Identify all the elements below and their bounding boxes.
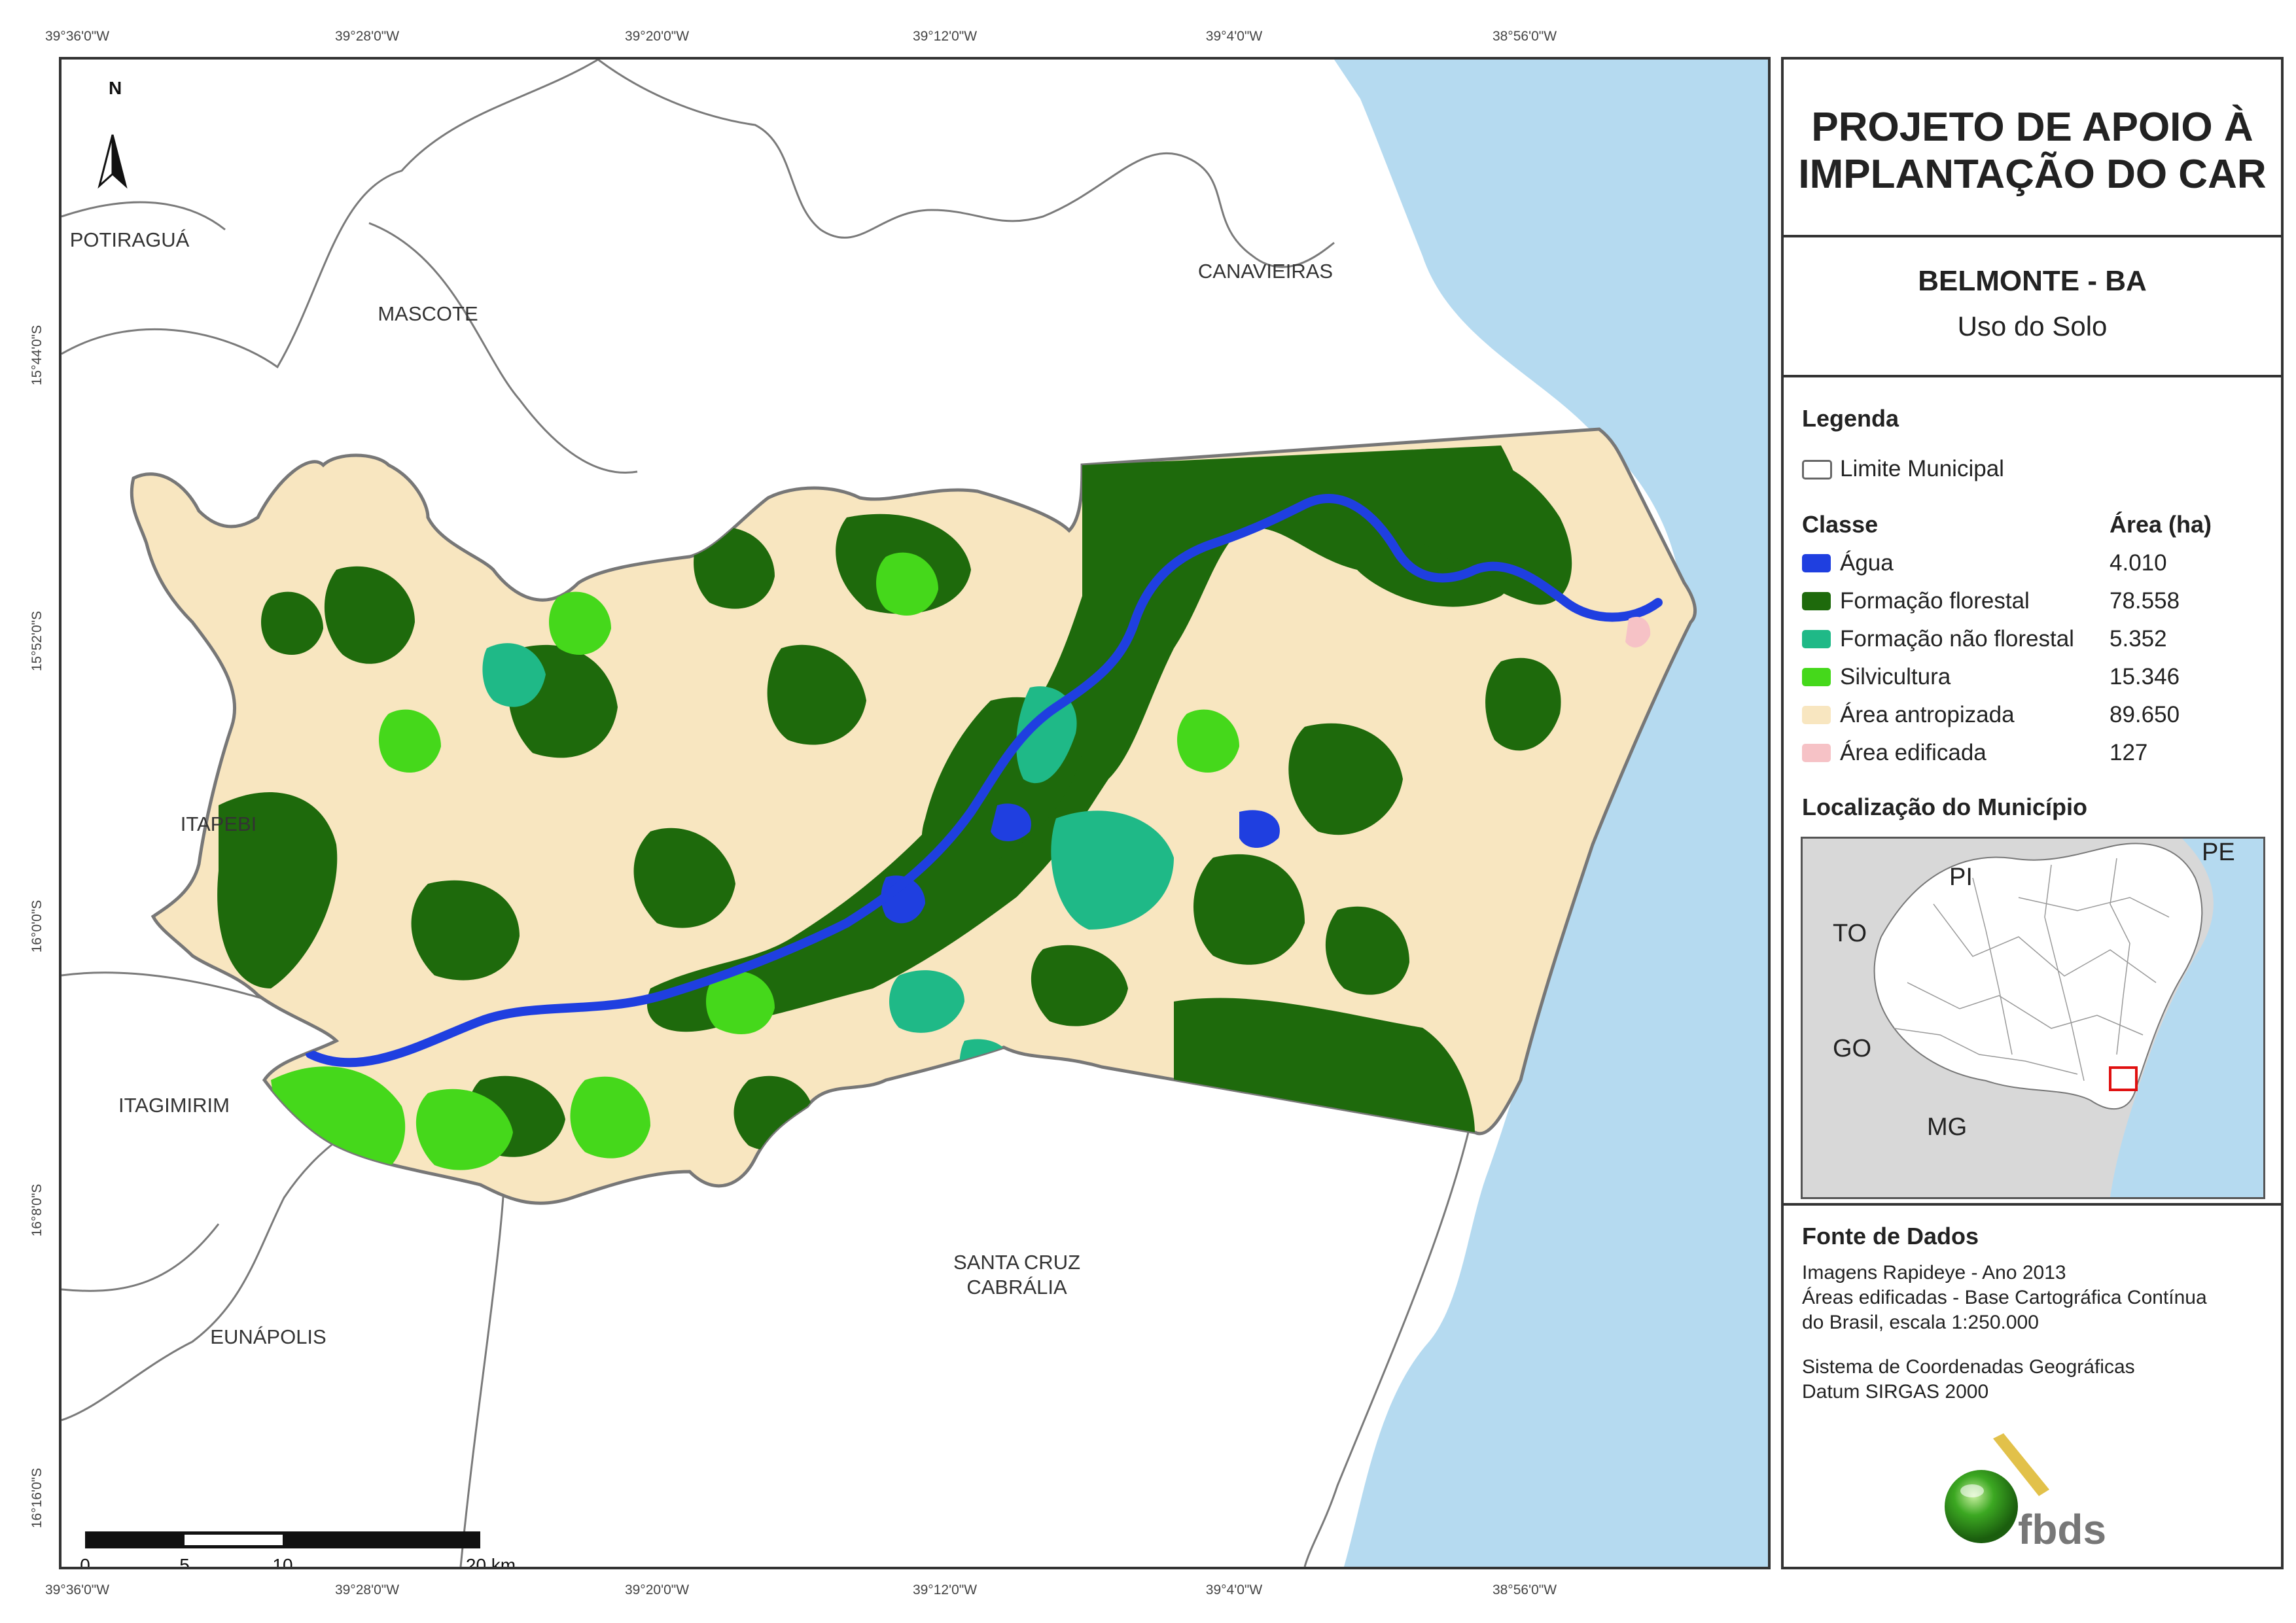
legend-heading: Legenda bbox=[1802, 405, 1899, 432]
coord-label-top: 39°4'0"W bbox=[1205, 29, 1263, 44]
legend-area: 127 bbox=[2110, 740, 2148, 765]
legend-label: Silvicultura bbox=[1840, 664, 1951, 689]
place-label: ITAPEBI bbox=[180, 812, 257, 835]
silviculture-patches bbox=[271, 552, 1239, 1185]
source-heading: Fonte de Dados bbox=[1802, 1223, 1979, 1249]
source-line: Datum SIRGAS 2000 bbox=[1802, 1381, 1989, 1403]
logo-text: fbds bbox=[2018, 1506, 2107, 1553]
legend-item: Água 4.010 bbox=[1802, 550, 2260, 579]
municipality-section: BELMONTE - BA Uso do Solo bbox=[1784, 237, 2281, 377]
place-label: CABRÁLIA bbox=[966, 1276, 1067, 1299]
location-inset: PI PE TO GO MG bbox=[1801, 837, 2265, 1199]
title-section: PROJETO DE APOIO À IMPLANTAÇÃO DO CAR bbox=[1784, 60, 2281, 237]
river bbox=[306, 493, 1663, 1068]
legend-swatch bbox=[1802, 668, 1831, 686]
boundary-swatch bbox=[1802, 460, 1832, 480]
legend-label: Formação não florestal bbox=[1840, 626, 2074, 652]
coord-label-left: 16°0'0"S bbox=[29, 899, 44, 953]
inset-map bbox=[1873, 839, 2263, 1197]
legend-item: Silvicultura 15.346 bbox=[1802, 664, 2260, 693]
coord-label-top: 39°28'0"W bbox=[334, 29, 400, 44]
legend-label: Formação florestal bbox=[1840, 588, 2030, 614]
coord-label-top: 39°12'0"W bbox=[912, 29, 978, 44]
place-label: ITAGIMIRIM bbox=[118, 1094, 230, 1117]
inset-label: PI bbox=[1949, 864, 1973, 891]
source-line: Áreas edificadas - Base Cartográfica Con… bbox=[1802, 1287, 2207, 1308]
ocean bbox=[1334, 60, 1768, 1567]
scale-bar bbox=[85, 1531, 480, 1548]
source-line: Imagens Rapideye - Ano 2013 bbox=[1802, 1262, 2066, 1283]
inset-label: MG bbox=[1927, 1113, 1968, 1141]
legend-item: Área antropizada 89.650 bbox=[1802, 702, 2260, 731]
legend-swatch bbox=[1802, 744, 1831, 762]
scale-label: 20 km bbox=[465, 1555, 516, 1569]
coord-label-bottom: 39°28'0"W bbox=[334, 1582, 400, 1597]
legend-boundary: Limite Municipal bbox=[1802, 456, 2260, 485]
scale-label: 5 bbox=[179, 1555, 190, 1569]
municipality-name: BELMONTE - BA bbox=[1918, 265, 2147, 297]
area-heading: Área (ha) bbox=[2110, 511, 2212, 538]
coord-label-bottom: 39°36'0"W bbox=[44, 1582, 110, 1597]
place-label: POTIRAGUÁ bbox=[69, 228, 190, 251]
coord-label-left: 16°8'0"S bbox=[29, 1183, 44, 1237]
project-title-line2: IMPLANTAÇÃO DO CAR bbox=[1798, 152, 2267, 197]
legend-area: 78.558 bbox=[2110, 588, 2180, 614]
inset-label: PE bbox=[2202, 839, 2235, 866]
urban-area bbox=[1625, 616, 1651, 648]
non-forest-patches bbox=[482, 643, 1174, 1094]
legend-label: Área antropizada bbox=[1840, 702, 2015, 727]
location-heading: Localização do Município bbox=[1802, 794, 2088, 820]
inset-label: TO bbox=[1833, 920, 1867, 947]
project-title: PROJETO DE APOIO À IMPLANTAÇÃO DO CAR bbox=[1784, 104, 2281, 198]
map-theme: Uso do Solo bbox=[1957, 311, 2108, 341]
legend-item: Área edificada 127 bbox=[1802, 740, 2260, 769]
scale-label: 0 bbox=[80, 1555, 90, 1569]
place-label: MASCOTE bbox=[378, 302, 478, 325]
coord-label-top: 38°56'0"W bbox=[1492, 29, 1557, 44]
coord-label-left: 15°44'0"S bbox=[29, 324, 44, 386]
north-arrow-icon bbox=[97, 134, 128, 189]
source-line: Sistema de Coordenadas Geográficas bbox=[1802, 1356, 2135, 1378]
coord-label-bottom: 39°4'0"W bbox=[1205, 1582, 1263, 1597]
legend-swatch bbox=[1802, 630, 1831, 648]
source-line: do Brasil, escala 1:250.000 bbox=[1802, 1312, 2039, 1333]
inset-label: GO bbox=[1833, 1035, 1872, 1062]
fbds-logo-icon bbox=[1945, 1433, 2049, 1543]
coord-label-left: 16°16'0"S bbox=[29, 1467, 44, 1529]
legend-label: Limite Municipal bbox=[1840, 456, 2004, 481]
north-arrow-label: N bbox=[109, 78, 122, 98]
coord-label-top: 39°36'0"W bbox=[44, 29, 110, 44]
fbds-logo: fbds bbox=[1941, 1433, 2137, 1553]
place-label: CANAVIEIRAS bbox=[1197, 260, 1333, 283]
coord-label-bottom: 38°56'0"W bbox=[1492, 1582, 1557, 1597]
map-frame: N POTIRAGUÁ MASCOTE CANAVIEIRAS ITAPEBI … bbox=[59, 57, 1771, 1569]
coord-label-top: 39°20'0"W bbox=[624, 29, 690, 44]
legend-swatch bbox=[1802, 706, 1831, 724]
legend-area: 15.346 bbox=[2110, 664, 2180, 689]
land-use-classes bbox=[217, 445, 1663, 1185]
coord-label-left: 15°52'0"S bbox=[29, 610, 44, 672]
place-label: EUNÁPOLIS bbox=[210, 1325, 327, 1348]
map-canvas bbox=[62, 60, 1768, 1567]
place-label: SANTA CRUZ bbox=[953, 1251, 1081, 1274]
scale-label: 10 bbox=[272, 1555, 293, 1569]
legend-area: 4.010 bbox=[2110, 550, 2167, 576]
source-divider bbox=[1784, 1203, 2281, 1206]
legend-label: Água bbox=[1840, 550, 1894, 576]
coord-label-bottom: 39°12'0"W bbox=[912, 1582, 978, 1597]
legend-label: Área edificada bbox=[1840, 740, 1987, 765]
legend-area: 5.352 bbox=[2110, 626, 2167, 652]
class-heading: Classe bbox=[1802, 511, 1879, 538]
legend-swatch bbox=[1802, 592, 1831, 610]
coord-label-bottom: 39°20'0"W bbox=[624, 1582, 690, 1597]
legend-area: 89.650 bbox=[2110, 702, 2180, 727]
municipality-belmonte bbox=[130, 427, 1697, 1205]
legend-item: Formação florestal 78.558 bbox=[1802, 588, 2260, 617]
legend-item: Formação não florestal 5.352 bbox=[1802, 626, 2260, 655]
info-panel: PROJETO DE APOIO À IMPLANTAÇÃO DO CAR BE… bbox=[1781, 57, 2284, 1569]
legend-swatch bbox=[1802, 554, 1831, 572]
project-title-line1: PROJETO DE APOIO À bbox=[1811, 105, 2253, 150]
